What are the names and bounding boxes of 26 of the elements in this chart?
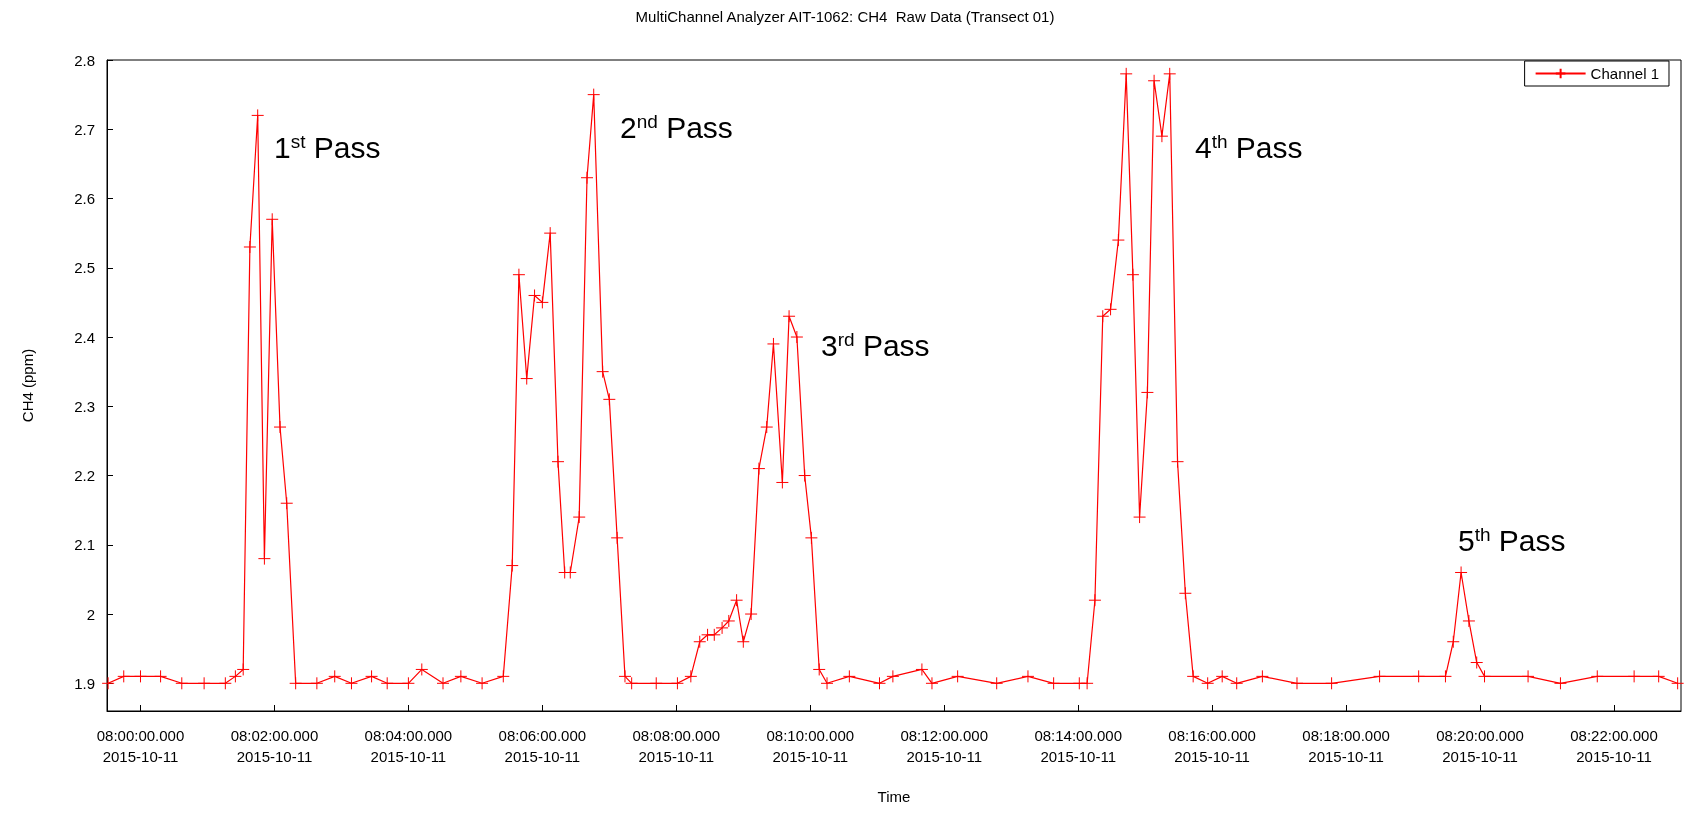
y-tick-label: 2.2 xyxy=(74,467,95,485)
y-tick-label: 2.8 xyxy=(74,51,95,69)
x-tick-label: 08:16:00.000 2015-10-11 xyxy=(1168,727,1256,765)
y-tick-label: 2.7 xyxy=(74,120,95,138)
x-tick-label: 08:22:00.000 2015-10-11 xyxy=(1570,727,1658,765)
y-tick-label: 1.9 xyxy=(74,674,95,692)
x-tick-label: 08:04:00.000 2015-10-11 xyxy=(364,727,453,765)
chart-title: MultiChannel Analyzer AIT-1062: CH4 Raw Data (Transect 01) xyxy=(635,8,1055,25)
y-tick-label: 2.1 xyxy=(74,536,95,554)
y-tick-label: 2.4 xyxy=(74,328,95,346)
x-tick-label: 08:08:00.000 2015-10-11 xyxy=(632,727,721,765)
x-tick-label: 08:12:00.000 2015-10-11 xyxy=(900,727,989,765)
x-tick-label: 08:14:00.000 2015-10-11 xyxy=(1034,727,1122,765)
x-axis-title: Time xyxy=(877,788,911,805)
y-tick-label: 2.5 xyxy=(74,259,95,277)
y-tick-label: 2 xyxy=(86,605,95,623)
x-tick-label: 08:18:00.000 2015-10-11 xyxy=(1302,727,1390,765)
x-tick-label: 08:20:00.000 2015-10-11 xyxy=(1436,727,1524,765)
x-tick-label: 08:10:00.000 2015-10-11 xyxy=(766,727,855,765)
x-tick-label: 08:06:00.000 2015-10-11 xyxy=(498,727,587,765)
x-tick-label: 08:02:00.000 2015-10-11 xyxy=(230,727,319,765)
y-tick-label: 2.6 xyxy=(74,190,95,208)
y-axis-title: CH4 (ppm) xyxy=(19,348,36,423)
x-tick-label: 08:00:00.000 2015-10-11 xyxy=(96,727,185,765)
y-tick-label: 2.3 xyxy=(74,397,95,415)
legend-label: Channel 1 xyxy=(1590,65,1659,82)
